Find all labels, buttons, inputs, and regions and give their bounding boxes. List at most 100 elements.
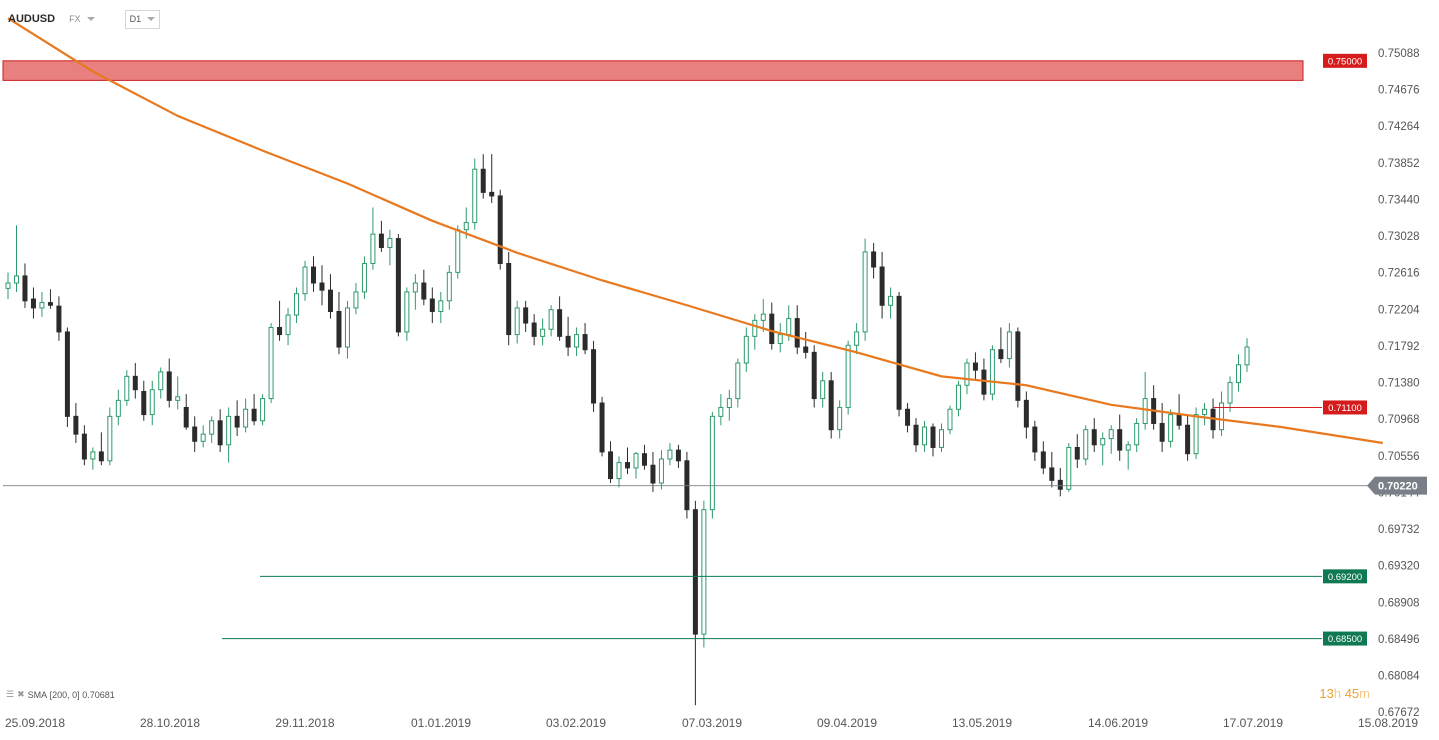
candle-body: [1142, 398, 1148, 424]
market-label: FX: [69, 14, 81, 24]
y-tick-label: 0.74264: [1378, 121, 1420, 133]
candle-body: [955, 384, 961, 410]
resistance-zone: [2, 60, 1304, 81]
candle-body: [302, 266, 308, 295]
last-price-tag-shape: [1367, 476, 1427, 495]
candle-body: [226, 415, 232, 446]
candle-body: [192, 426, 198, 442]
candle-body: [1057, 479, 1063, 490]
candle-body: [56, 305, 62, 333]
candle-body: [13, 275, 19, 284]
candle-body: [455, 229, 461, 273]
candle-body: [141, 390, 147, 416]
candle-body: [1159, 422, 1165, 442]
candle-body: [514, 307, 520, 336]
candle-body: [650, 464, 656, 484]
y-tick-label: 0.72204: [1378, 304, 1420, 316]
y-tick-label: 0.71380: [1378, 378, 1420, 390]
candle-body: [446, 271, 452, 302]
x-tick-label: 15.08.2019: [1358, 716, 1418, 730]
candle-body: [828, 380, 834, 431]
candlesticks: [5, 154, 1250, 706]
candle-body: [599, 402, 605, 453]
level-lines: [222, 406, 1322, 640]
candle-body: [107, 415, 113, 462]
candle-body: [1219, 402, 1225, 431]
level-tags: 0.75000 0.71100 0.69200 0.68500: [1323, 53, 1367, 646]
candle-body: [64, 331, 70, 417]
candle-body: [260, 398, 266, 422]
candle-body: [998, 349, 1004, 360]
candle-body: [565, 335, 571, 348]
symbol-label[interactable]: AUDUSD: [8, 13, 56, 25]
candle-body: [803, 346, 809, 353]
candle-body: [1091, 429, 1097, 446]
candle-body: [769, 313, 775, 344]
indicator-legend: ☰ ✖ SMA [200, 0] 0.70681: [6, 689, 115, 700]
last-price-tag: 0.70220: [1367, 476, 1427, 495]
y-tick-label: 0.71792: [1378, 341, 1420, 353]
y-tick-label: 0.73440: [1378, 194, 1420, 206]
candle-body: [395, 238, 401, 333]
candle-body: [268, 326, 274, 400]
candle-body: [319, 282, 325, 291]
candle-body: [81, 433, 87, 460]
candle-body: [22, 275, 28, 302]
candle-body: [1108, 429, 1114, 440]
close-icon[interactable]: ✖: [17, 689, 25, 699]
candle-body: [47, 302, 53, 306]
candle-body: [1117, 429, 1123, 451]
indicator-value: 0.70681: [82, 689, 115, 700]
candle-body: [5, 282, 11, 289]
candle-body: [531, 322, 537, 337]
timeframe-label: D1: [129, 14, 142, 24]
candle-body: [1074, 446, 1080, 460]
candle-body: [39, 302, 45, 309]
level-tag-label: 0.68500: [1328, 634, 1362, 645]
candle-body: [480, 168, 486, 193]
candle-body: [905, 408, 911, 426]
candle-body: [327, 289, 333, 312]
x-tick-label: 13.05.2019: [952, 716, 1012, 730]
candle-body: [1202, 408, 1208, 416]
candle-body: [1049, 467, 1055, 481]
indicator-name: SMA: [27, 689, 48, 700]
candle-body: [1176, 414, 1182, 426]
x-tick-label: 09.04.2019: [817, 716, 877, 730]
candle-body: [752, 319, 758, 337]
candle-body: [217, 420, 223, 446]
candle-body: [726, 398, 732, 408]
candle-body: [981, 369, 987, 395]
candle-body: [1134, 422, 1140, 446]
level-tag-label: 0.75000: [1328, 56, 1362, 67]
level-tag: [1323, 400, 1367, 415]
x-tick-label: 03.02.2019: [546, 716, 606, 730]
candle-body: [1168, 414, 1174, 442]
candle-body: [735, 362, 741, 400]
candle-body: [378, 233, 384, 248]
candle-body: [387, 238, 393, 248]
candle-body: [820, 380, 826, 400]
list-icon[interactable]: ☰: [6, 689, 15, 699]
candle-body: [472, 168, 478, 224]
market-dropdown[interactable]: FX: [69, 14, 95, 24]
chart-toolbar: AUDUSD FX D1: [8, 9, 161, 29]
candle-body: [964, 362, 970, 386]
y-tick-label: 0.69320: [1378, 561, 1420, 573]
y-tick-label: 0.68084: [1378, 671, 1420, 683]
chevron-down-icon: [147, 17, 156, 21]
candle-body: [837, 406, 843, 431]
candle-body: [1015, 331, 1021, 401]
candle-body: [658, 458, 664, 484]
x-tick-label: 28.10.2018: [140, 716, 200, 730]
candle-body: [641, 453, 647, 466]
candle-body: [701, 509, 707, 635]
candle-body: [667, 449, 673, 460]
candle-body: [879, 266, 885, 306]
candle-body: [412, 282, 418, 293]
candle-body: [938, 429, 944, 448]
timeframe-dropdown[interactable]: D1: [124, 9, 161, 29]
countdown-hours: 13: [1319, 686, 1334, 701]
candle-body: [1083, 429, 1089, 460]
